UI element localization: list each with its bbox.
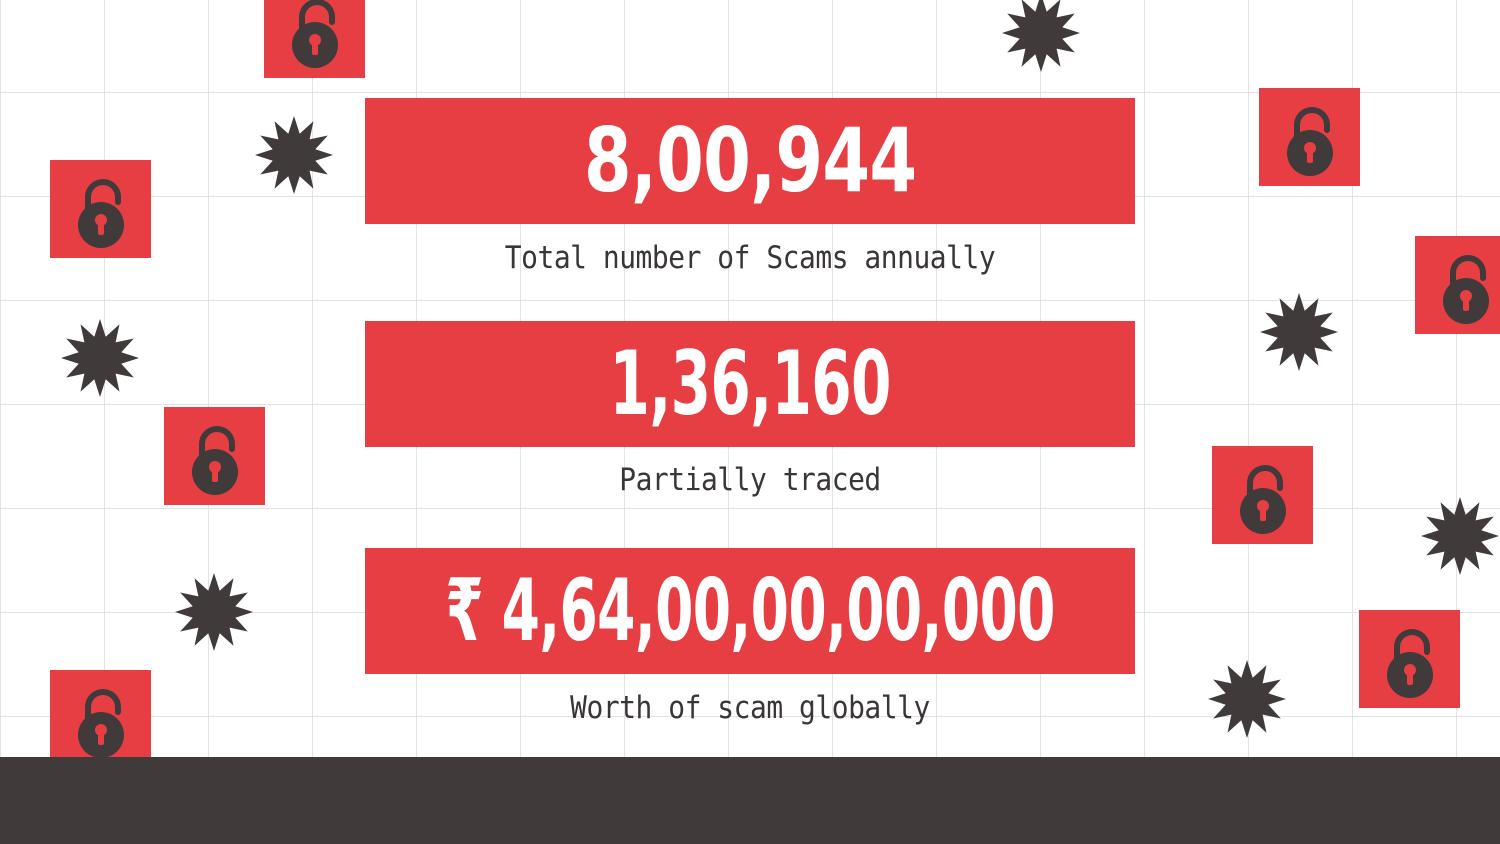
stat-box-total-scams: 8,00,944 [365,98,1135,224]
unlocked-padlock-icon [50,670,151,768]
stat-value-total-scams: 8,00,944 [583,109,917,212]
starburst-icon [174,572,254,652]
stat-value-partially-traced: 1,36,160 [609,332,891,435]
starburst-icon [254,115,334,195]
unlocked-padlock-icon [264,0,365,78]
stat-label-scam-worth: Worth of scam globally [570,690,930,726]
stat-label-partially-traced: Partially traced [619,462,881,498]
footer-band [0,757,1500,844]
unlocked-padlock-icon [1359,610,1460,708]
unlocked-padlock-icon [1259,88,1360,186]
starburst-icon [1259,292,1339,372]
starburst-icon [1207,659,1287,739]
unlocked-padlock-icon [1212,446,1313,544]
stat-box-scam-worth: ₹ 4,64,00,00,00,000 [365,548,1135,674]
stat-box-partially-traced: 1,36,160 [365,321,1135,447]
stat-label-total-scams: Total number of Scams annually [504,240,996,276]
starburst-icon [1420,496,1500,576]
unlocked-padlock-icon [164,407,265,505]
unlocked-padlock-icon [50,160,151,258]
starburst-icon [60,318,140,398]
starburst-icon [1001,0,1081,73]
unlocked-padlock-icon [1415,236,1500,334]
stat-value-scam-worth: ₹ 4,64,00,00,00,000 [445,561,1055,661]
